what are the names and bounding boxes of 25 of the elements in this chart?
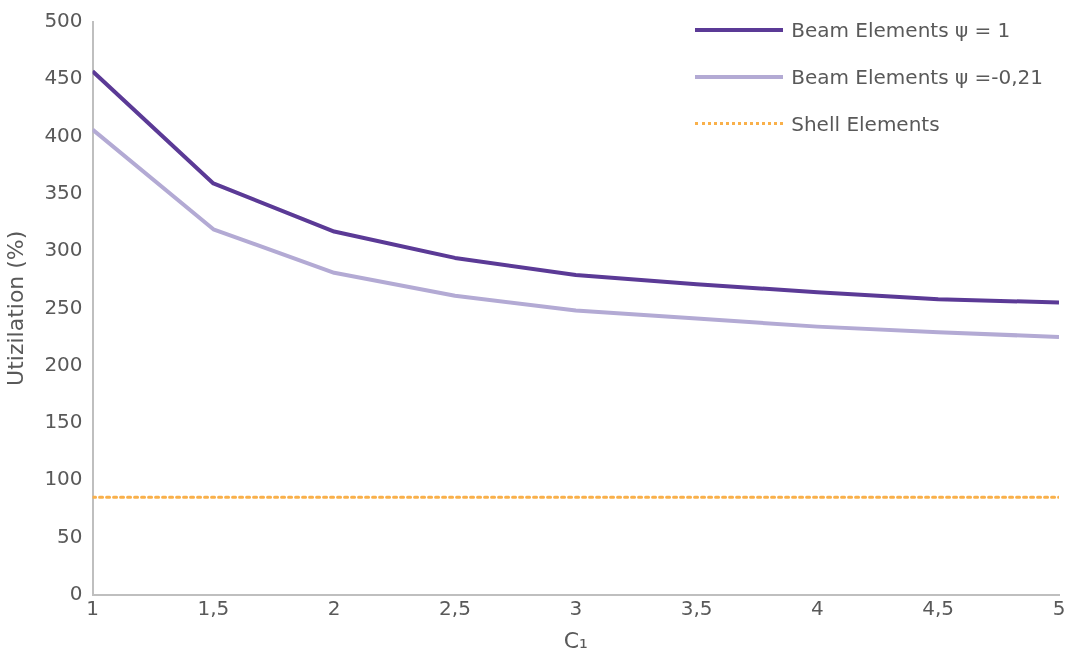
legend-label: Shell Elements	[791, 111, 940, 136]
y-tick-label: 250	[44, 294, 83, 319]
x-tick-label: 2,5	[439, 595, 471, 620]
x-tick-label: 1	[86, 595, 99, 620]
x-tick-label: 4,5	[922, 595, 955, 620]
x-tick-label: 3	[569, 595, 583, 620]
y-tick-label: 300	[44, 237, 83, 262]
legend-label: Beam Elements ψ = 1	[791, 17, 1011, 42]
y-tick-label: 400	[44, 122, 83, 147]
y-tick-label: 150	[44, 409, 83, 434]
y-tick-label: 0	[69, 580, 83, 605]
y-tick-label: 200	[44, 351, 83, 376]
y-tick-label: 350	[44, 179, 83, 204]
legend-label: Beam Elements ψ =-0,21	[791, 64, 1043, 89]
y-tick-label: 500	[44, 8, 83, 33]
x-tick-label: 5	[1052, 595, 1066, 620]
x-tick-label: 4	[811, 595, 824, 620]
x-tick-label: 3,5	[680, 595, 713, 620]
y-axis-title: Utizilation (%)	[2, 230, 28, 386]
y-tick-label: 450	[44, 65, 83, 90]
y-tick-label: 100	[44, 466, 83, 491]
x-tick-label: 2	[327, 595, 341, 620]
x-axis-title: C₁	[563, 627, 588, 653]
x-tick-label: 1,5	[197, 595, 230, 620]
y-tick-label: 50	[57, 523, 83, 548]
